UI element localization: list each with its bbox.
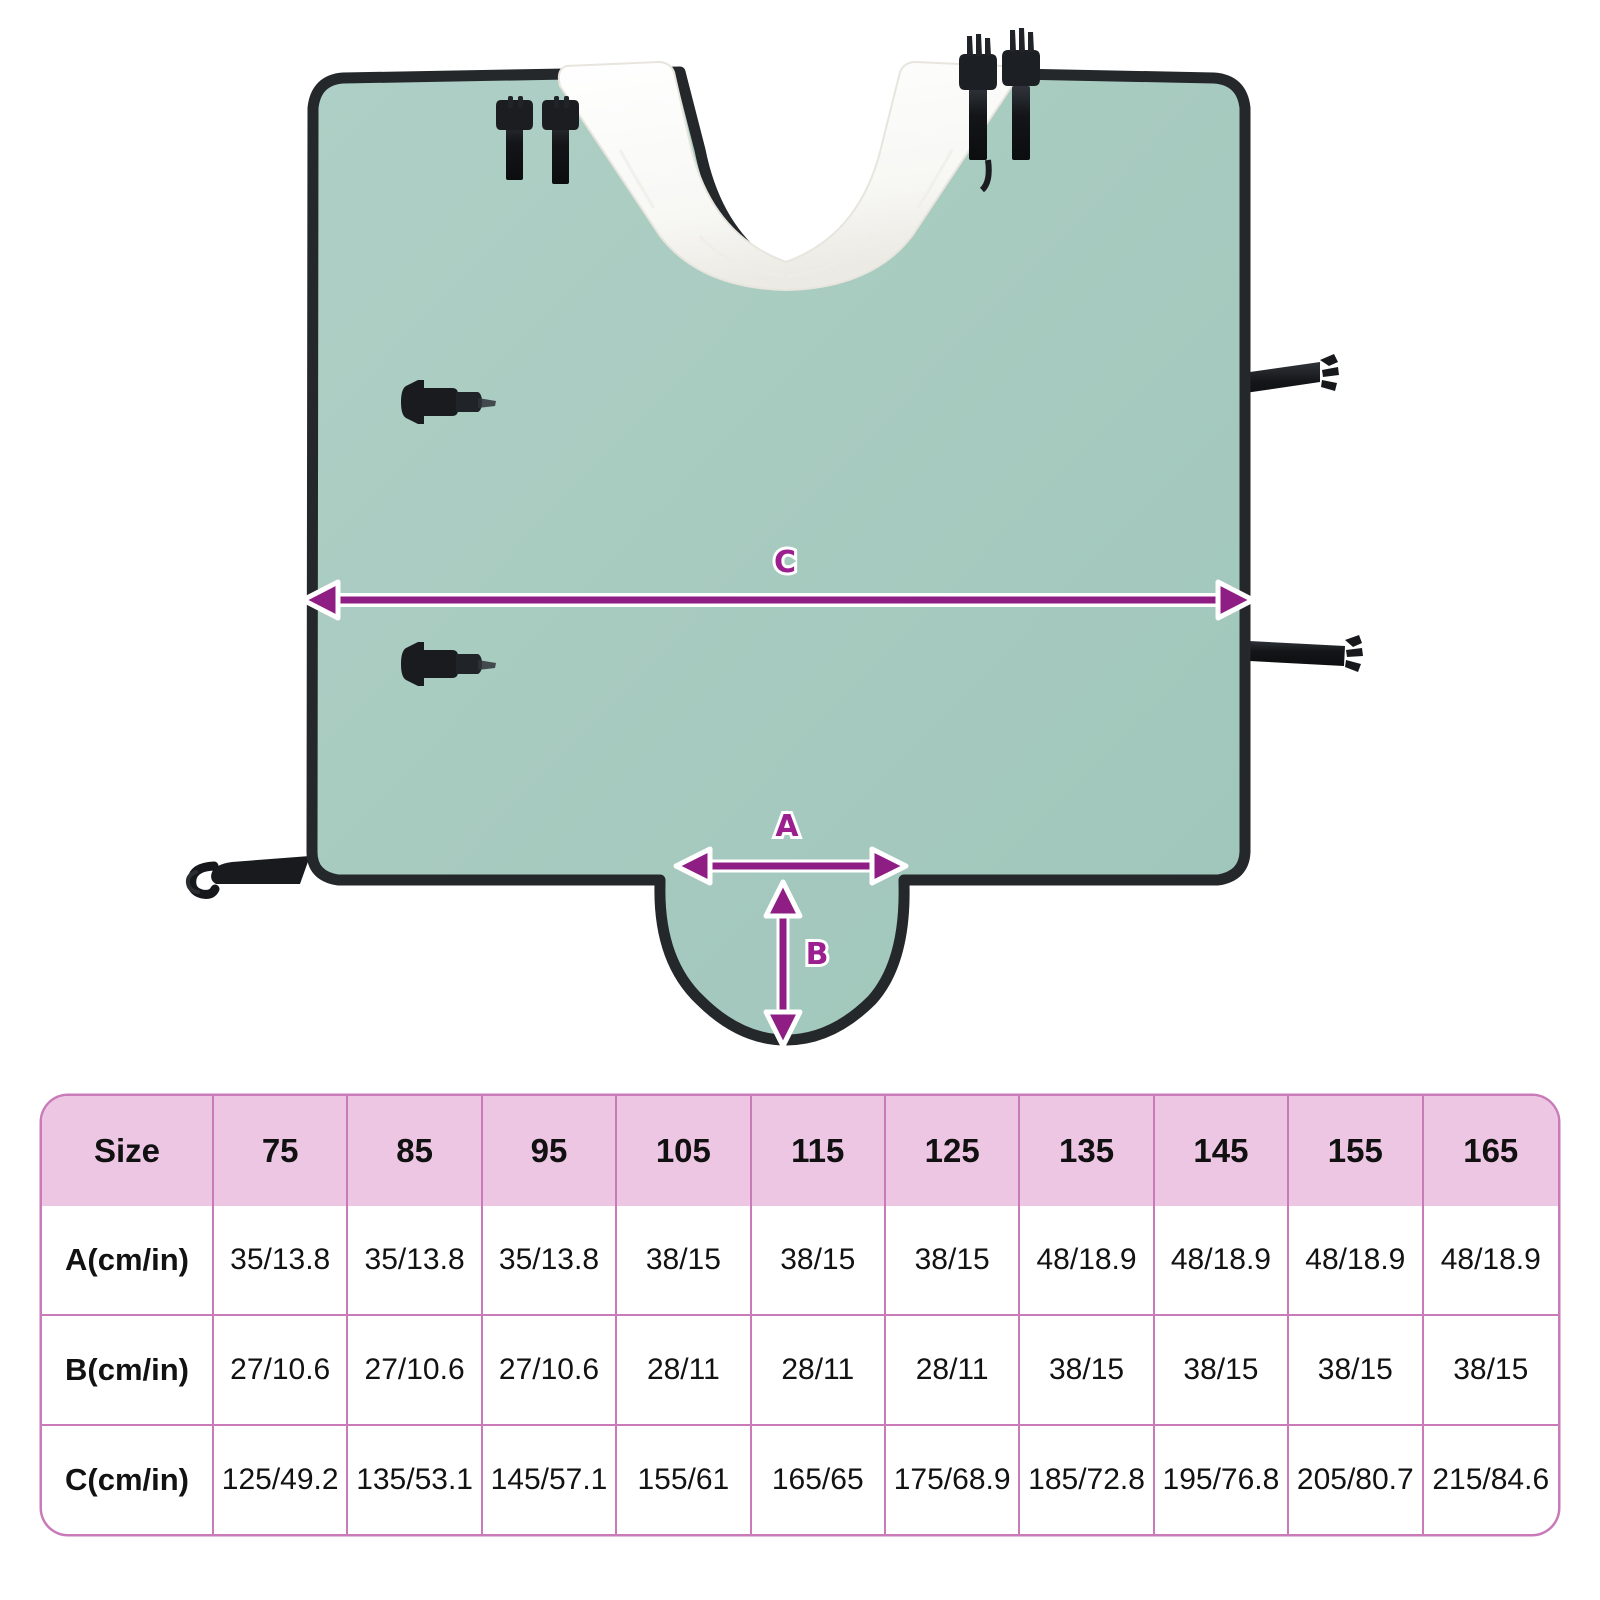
product-illustration: C A B bbox=[185, 28, 1363, 1049]
cell-b-125: 28/11 bbox=[885, 1316, 1021, 1426]
cell-c-125: 175/68.9 bbox=[886, 1426, 1021, 1534]
cell-a-105: 38/15 bbox=[617, 1206, 752, 1316]
header-cell-145: 145 bbox=[1154, 1096, 1290, 1206]
header-cell-95: 95 bbox=[482, 1096, 618, 1206]
cell-c-75: 125/49.2 bbox=[214, 1426, 349, 1534]
cell-b-75: 27/10.6 bbox=[214, 1316, 349, 1426]
corner-clip-strap bbox=[185, 856, 310, 899]
fleece-neck-trim bbox=[557, 60, 1014, 292]
dimension-arrow-B[interactable] bbox=[763, 879, 803, 1049]
dimension-label-c-text: C bbox=[771, 545, 799, 581]
cell-b-165: 38/15 bbox=[1423, 1316, 1558, 1426]
table-header-row: Size 75 85 95 105 115 125 135 145 155 16… bbox=[42, 1096, 1558, 1206]
cell-a-75: 35/13.8 bbox=[214, 1206, 349, 1316]
cell-a-95: 35/13.8 bbox=[482, 1206, 618, 1316]
cell-b-135: 38/15 bbox=[1020, 1316, 1155, 1426]
dimension-label-b-text: B bbox=[803, 937, 832, 973]
cell-a-165: 48/18.9 bbox=[1423, 1206, 1558, 1316]
dimension-arrow-A[interactable] bbox=[673, 846, 909, 886]
cell-a-125: 38/15 bbox=[885, 1206, 1021, 1316]
cell-b-155: 38/15 bbox=[1289, 1316, 1424, 1426]
dimension-label-a: A bbox=[762, 809, 812, 845]
header-cell-125: 125 bbox=[885, 1096, 1021, 1206]
buckle-left-upper bbox=[401, 380, 496, 424]
chest-strap-right-1 bbox=[959, 34, 997, 193]
dimension-label-c: C bbox=[760, 545, 810, 581]
header-cell-size: Size bbox=[42, 1096, 214, 1206]
cell-b-105: 28/11 bbox=[617, 1316, 752, 1426]
row-label-a: A(cm/in) bbox=[42, 1206, 214, 1316]
size-table: Size 75 85 95 105 115 125 135 145 155 16… bbox=[42, 1096, 1558, 1534]
product-drawing bbox=[185, 28, 1363, 1049]
cell-c-95: 145/57.1 bbox=[483, 1426, 618, 1534]
chest-strap-right-2 bbox=[1002, 28, 1040, 160]
cell-c-155: 205/80.7 bbox=[1289, 1426, 1424, 1534]
cell-b-115: 28/11 bbox=[751, 1316, 886, 1426]
header-cell-135: 135 bbox=[1020, 1096, 1155, 1206]
dimension-label-b: B bbox=[792, 937, 842, 973]
size-table-container: Size 75 85 95 105 115 125 135 145 155 16… bbox=[42, 1096, 1558, 1534]
row-label-c: C(cm/in) bbox=[42, 1426, 214, 1534]
cell-a-145: 48/18.9 bbox=[1154, 1206, 1290, 1316]
row-label-b: B(cm/in) bbox=[42, 1316, 214, 1426]
cell-a-155: 48/18.9 bbox=[1289, 1206, 1424, 1316]
table-row-b: B(cm/in) 27/10.6 27/10.6 27/10.6 28/11 2… bbox=[42, 1316, 1558, 1426]
cell-c-85: 135/53.1 bbox=[348, 1426, 483, 1534]
cell-a-135: 48/18.9 bbox=[1020, 1206, 1155, 1316]
header-cell-165: 165 bbox=[1423, 1096, 1558, 1206]
header-cell-105: 105 bbox=[617, 1096, 752, 1206]
cell-c-115: 165/65 bbox=[752, 1426, 886, 1534]
header-cell-155: 155 bbox=[1289, 1096, 1424, 1206]
cell-a-85: 35/13.8 bbox=[348, 1206, 483, 1316]
chest-strap-left-2 bbox=[542, 96, 579, 184]
buckle-left-lower bbox=[401, 642, 496, 686]
header-cell-85: 85 bbox=[348, 1096, 483, 1206]
cell-b-85: 27/10.6 bbox=[348, 1316, 483, 1426]
header-cell-115: 115 bbox=[751, 1096, 886, 1206]
dimension-arrow-C[interactable] bbox=[300, 579, 1256, 621]
table-row-a: A(cm/in) 35/13.8 35/13.8 35/13.8 38/15 3… bbox=[42, 1206, 1558, 1316]
table-row-c: C(cm/in) 125/49.2 135/53.1 145/57.1 155/… bbox=[42, 1426, 1558, 1534]
cell-c-165: 215/84.6 bbox=[1432, 1463, 1550, 1496]
dimension-label-a-text: A bbox=[772, 809, 801, 845]
cell-b-145: 38/15 bbox=[1154, 1316, 1290, 1426]
cell-c-145: 195/76.8 bbox=[1155, 1426, 1290, 1534]
cell-c-135: 185/72.8 bbox=[1020, 1426, 1155, 1534]
cell-c-105: 155/61 bbox=[617, 1426, 752, 1534]
chest-strap-left-1 bbox=[496, 96, 533, 180]
cell-a-115: 38/15 bbox=[751, 1206, 886, 1316]
cell-b-95: 27/10.6 bbox=[482, 1316, 618, 1426]
header-cell-75: 75 bbox=[214, 1096, 349, 1206]
